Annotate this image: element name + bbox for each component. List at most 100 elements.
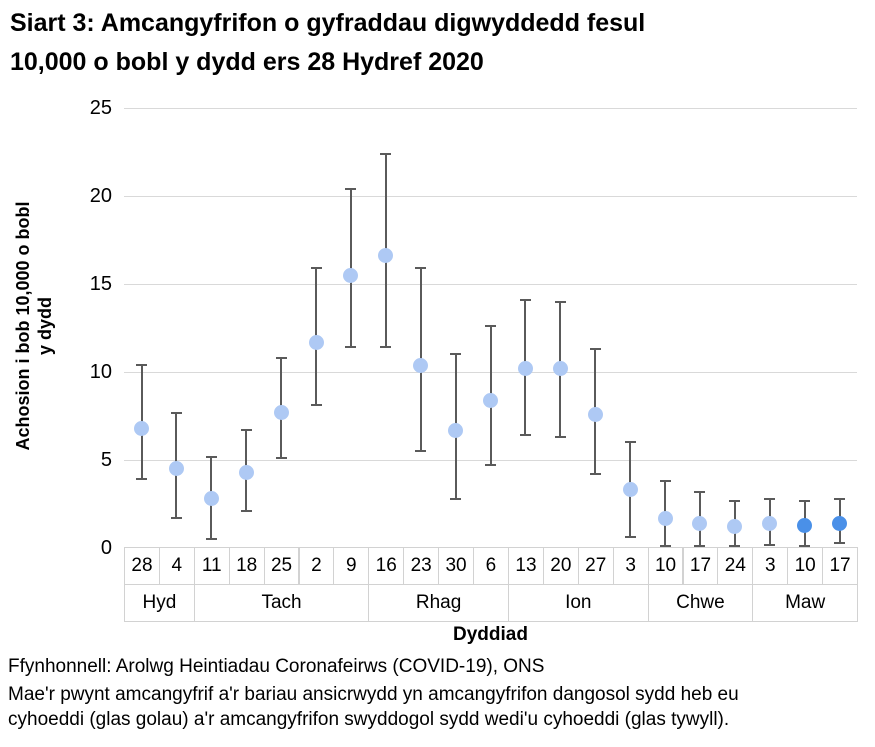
error-bar-cap [380,346,392,349]
error-bar-cap [554,436,566,439]
error-bar-cap [589,473,601,476]
error-bar-cap [485,325,496,328]
x-axis-month-cell: Chwe [647,584,754,622]
data-point-unpublished [657,510,673,526]
error-bar-cap [136,478,147,481]
y-tick-label: 20 [89,185,112,207]
data-point-unpublished [203,491,219,507]
error-bar-cap [310,404,322,407]
error-bar-cap [275,457,287,460]
error-bar-cap [310,267,322,270]
error-bar-cap [415,450,427,453]
error-bar-cap [694,490,706,493]
data-point-unpublished [168,461,184,477]
x-axis-date-cell: 17 [822,547,858,585]
error-bar-cap [170,411,182,414]
x-axis-date-cell: 13 [508,547,544,585]
x-axis-date-cell: 2 [298,547,335,585]
x-axis-month-cell: Ion [508,584,649,622]
error-bar-cap [205,538,217,541]
x-axis-month-cell: Hyd [124,584,195,622]
error-bar-cap [380,152,392,155]
x-axis-date-cell: 24 [717,547,754,585]
error-bar-cap [624,441,636,444]
error-bar-cap [275,356,287,359]
x-axis-month-cell: Tach [193,584,370,622]
x-axis-date-cell: 27 [577,547,614,585]
x-axis-date-cell: 17 [682,547,719,585]
x-axis-date-cell: 25 [263,547,300,585]
error-bar-cap [764,543,776,546]
x-axis-title: Dyddiad [453,624,528,645]
error-bar-cap [589,348,601,351]
x-axis-date-cell: 3 [752,547,789,585]
gridline [124,283,857,285]
data-point-published [797,517,813,533]
error-bar-cap [834,541,845,544]
x-axis-date-cell: 3 [612,547,649,585]
x-axis-date-cell: 6 [473,547,509,585]
y-tick-label: 25 [89,97,112,119]
error-bar-cap [485,464,496,467]
error-bar-cap [345,346,357,349]
data-point-unpublished [692,515,708,531]
x-axis-date-cell: 23 [403,547,440,585]
chart-title: Siart 3: Amcangyfrifon o gyfraddau digwy… [10,9,646,76]
source-note: Ffynhonnell: Arolwg Heintiadau Coronafei… [8,656,545,677]
x-axis-date-cell: 10 [647,547,684,585]
gridline [124,107,857,109]
data-point-unpublished [552,361,568,376]
x-axis-date-cell: 9 [333,547,370,585]
data-point-unpublished [134,420,149,436]
error-bar-cap [799,545,811,548]
x-axis-month-cell: Maw [752,584,858,622]
error-bar-cap [170,517,182,520]
data-point-unpublished [517,361,533,376]
y-tick-label: 10 [89,361,112,383]
error-bar-cap [136,364,147,366]
x-axis-date-cell: 4 [158,547,195,585]
x-axis-date-cell: 18 [228,547,265,585]
error-bar-cap [659,480,671,483]
methodology-note: Mae'r pwynt amcangyfrif a'r bariau ansic… [8,684,739,730]
error-bar-cap [345,188,357,190]
error-bar-cap [240,429,252,432]
x-axis-month-cell: Rhag [368,584,509,622]
data-point-unpublished [587,406,603,422]
error-bar-cap [554,300,566,303]
error-bar-cap [764,497,776,500]
error-bar-cap [729,545,741,548]
data-point-unpublished [483,392,498,408]
data-point-unpublished [343,267,359,283]
y-axis-title: Achosion i bob 10,000 o bobl y dydd [13,201,55,451]
y-tick-label: 0 [100,537,112,559]
x-axis-date-cell: 30 [438,547,474,585]
data-point-unpublished [727,519,743,535]
error-bar-cap [450,497,462,500]
data-point-unpublished [308,334,324,350]
error-bar-cap [729,499,741,502]
data-point-unpublished [238,464,254,480]
error-bar-cap [450,353,462,356]
error-bar-cap [205,455,217,458]
x-axis-date-cell: 16 [368,547,405,585]
x-axis-date-cell: 20 [542,547,579,585]
x-axis-date-cell: 28 [124,547,160,585]
error-bar-cap [659,545,671,548]
error-bar-cap [519,298,531,301]
data-point-unpublished [273,405,289,420]
error-bar-cap [240,510,252,512]
error-bar-cap [415,267,427,270]
error-bar-cap [799,499,811,502]
x-axis-date-cell: 10 [787,547,824,585]
error-bar-cap [834,497,845,500]
error-bar-cap [624,536,636,539]
error-bar-cap [694,545,706,548]
x-axis-date-cell: 11 [193,547,230,585]
y-tick-label: 15 [89,273,112,295]
data-point-unpublished [413,357,429,373]
data-point-unpublished [448,422,464,438]
y-tick-label: 5 [100,449,112,471]
data-point-unpublished [762,515,778,531]
